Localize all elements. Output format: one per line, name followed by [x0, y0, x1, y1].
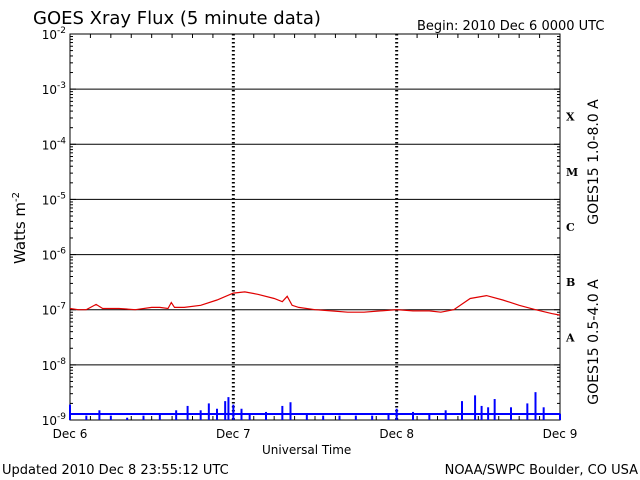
x-axis-label: Universal Time [262, 443, 351, 457]
flare-class-labels: X M C B A [565, 111, 578, 345]
x-tick-label: Dec 7 [216, 427, 251, 441]
x-tick-label: Dec 8 [379, 427, 414, 441]
x-tick-label: Dec 9 [543, 427, 578, 441]
flare-class-B: B [566, 276, 575, 289]
y-tick-label: 10-6 [42, 247, 67, 263]
plot-frame [69, 33, 561, 421]
flare-class-X: X [566, 111, 575, 124]
flare-class-C: C [566, 221, 575, 234]
y-axis-label: Watts m-2 [11, 192, 29, 264]
y-axis-ticks: 10-2 10-3 10-4 10-5 10-6 10-7 10-8 10-9 [42, 26, 560, 428]
y-tick-label: 10-8 [42, 357, 67, 373]
chart-title: GOES Xray Flux (5 minute data) [33, 8, 321, 29]
decade-gridlines [70, 88, 560, 366]
flare-class-A: A [565, 331, 575, 344]
series-bars-short-channel [69, 392, 561, 420]
updated-label: Updated 2010 Dec 8 23:55:12 UTC [2, 463, 229, 478]
y-tick-label: 10-3 [42, 81, 66, 97]
legend-long-channel: GOES15 1.0-8.0 A [586, 99, 602, 225]
begin-label: Begin: 2010 Dec 6 0000 UTC [417, 19, 604, 34]
y-tick-label: 10-9 [42, 412, 67, 428]
y-tick-label: 10-2 [42, 26, 66, 42]
x-tick-label: Dec 6 [53, 427, 88, 441]
y-tick-label: 10-7 [42, 302, 66, 318]
y-tick-label: 10-5 [42, 191, 66, 207]
day-separator-lines [231, 34, 399, 420]
legend-short-channel: GOES15 0.5-4.0 A [586, 279, 602, 405]
flare-class-M: M [566, 166, 578, 179]
credit-label: NOAA/SWPC Boulder, CO USA [445, 463, 638, 478]
y-tick-label: 10-4 [42, 136, 67, 152]
x-axis-ticks: Dec 6 Dec 7 Dec 8 Dec 9 [53, 34, 578, 441]
series-line-long-channel [69, 291, 561, 316]
